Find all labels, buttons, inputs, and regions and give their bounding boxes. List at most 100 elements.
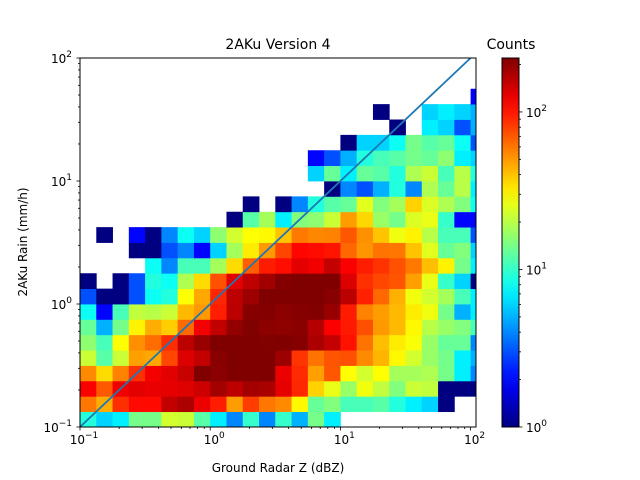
heatmap-cell xyxy=(405,165,423,182)
heatmap-cell xyxy=(438,257,455,274)
heatmap-cell xyxy=(242,242,260,259)
heatmap-cell xyxy=(470,257,476,274)
heatmap-cell xyxy=(96,319,113,336)
heatmap-cell xyxy=(291,242,309,259)
heatmap-cell xyxy=(470,334,476,351)
heatmap-cell xyxy=(470,88,476,105)
heatmap-cell xyxy=(372,211,390,228)
heatmap-cell xyxy=(356,273,374,290)
heatmap-cell xyxy=(210,319,227,336)
heatmap-cell xyxy=(487,196,504,212)
heatmap-cell xyxy=(177,350,195,366)
heatmap-cell xyxy=(145,319,162,336)
heatmap-cell xyxy=(275,411,292,427)
heatmap-cell xyxy=(210,396,227,413)
heatmap-cell xyxy=(438,196,455,213)
heatmap-cell xyxy=(112,319,130,336)
heatmap-cell xyxy=(438,134,455,151)
heatmap-cell xyxy=(340,334,358,351)
x-tick-label: 101 xyxy=(334,431,355,447)
heatmap-cell xyxy=(454,181,472,197)
heatmap-cell xyxy=(454,134,472,151)
heatmap-cell xyxy=(487,243,504,259)
heatmap-cell xyxy=(421,319,439,336)
colorbar-tick-label: 102 xyxy=(526,104,547,120)
heatmap-cell xyxy=(291,380,309,397)
x-tick-label: 10−1 xyxy=(70,431,99,447)
heatmap-cell xyxy=(454,350,472,366)
heatmap-cell xyxy=(454,288,472,305)
heatmap-cell xyxy=(324,196,341,213)
heatmap-cell xyxy=(307,211,325,228)
colorbar-label: Counts xyxy=(487,37,536,53)
heatmap-cell xyxy=(80,350,97,366)
heatmap-cell xyxy=(421,227,439,243)
heatmap-cell xyxy=(96,334,113,351)
heatmap-cell xyxy=(307,350,325,366)
heatmap-cell xyxy=(405,334,423,351)
heatmap-cell xyxy=(372,319,390,336)
heatmap-cell xyxy=(307,365,325,382)
heatmap-cell xyxy=(193,334,211,351)
heatmap-cell xyxy=(438,227,455,243)
heatmap-cell xyxy=(324,257,341,274)
heatmap-cell xyxy=(226,211,244,228)
heatmap-cell xyxy=(307,150,325,167)
heatmap-cell xyxy=(487,335,504,351)
heatmap-cell xyxy=(177,304,195,320)
heatmap-cell xyxy=(275,288,292,305)
heatmap-cell xyxy=(421,134,439,151)
heatmap-cell xyxy=(356,196,374,213)
heatmap-cell xyxy=(405,196,423,213)
heatmap-cell xyxy=(405,242,423,259)
x-tick-label: 102 xyxy=(464,431,485,447)
heatmap-cell xyxy=(438,365,455,382)
heatmap-cell xyxy=(193,227,211,243)
heatmap-cell xyxy=(275,365,292,382)
heatmap-cell xyxy=(487,212,504,228)
heatmap-cell xyxy=(405,257,423,274)
heatmap-cell xyxy=(177,396,195,413)
heatmap-cell xyxy=(372,334,390,351)
heatmap-cell xyxy=(307,227,325,243)
heatmap-cell xyxy=(226,411,244,427)
heatmap-cell xyxy=(356,380,374,397)
heatmap-cell xyxy=(454,365,472,382)
heatmap-cell xyxy=(421,211,439,228)
heatmap-cell xyxy=(421,165,439,182)
y-tick-label: 100 xyxy=(51,296,72,312)
heatmap-cell xyxy=(242,288,260,305)
heatmap-cell xyxy=(128,304,146,320)
heatmap-cell xyxy=(275,196,292,213)
heatmap-cell xyxy=(259,396,276,413)
heatmap-cell xyxy=(421,365,439,382)
heatmap-cell xyxy=(324,227,341,243)
colorbar-gradient xyxy=(501,57,520,428)
heatmap-cell xyxy=(356,304,374,320)
heatmap-cell xyxy=(259,227,276,243)
heatmap-cell xyxy=(226,242,244,259)
heatmap-cell xyxy=(145,396,162,413)
heatmap-cell xyxy=(226,380,244,397)
heatmap-cell xyxy=(389,165,406,182)
heatmap-cell xyxy=(128,334,146,351)
heatmap-cell xyxy=(372,242,390,259)
heatmap-cell xyxy=(389,150,406,167)
heatmap-cell xyxy=(454,304,472,320)
heatmap-cell xyxy=(372,196,390,213)
heatmap-cell xyxy=(389,334,406,351)
heatmap-cell xyxy=(372,304,390,320)
heatmap-cell xyxy=(454,319,472,336)
heatmap-cell xyxy=(242,227,260,243)
heatmap-cell xyxy=(242,304,260,320)
heatmap-cell xyxy=(372,380,390,397)
heatmap-cell xyxy=(438,150,455,167)
heatmap-cell xyxy=(275,396,292,413)
heatmap-cell xyxy=(356,242,374,259)
heatmap-cell xyxy=(340,257,358,274)
heatmap-cell xyxy=(112,288,130,305)
heatmap-cell xyxy=(259,365,276,382)
heatmap-cell xyxy=(324,165,341,182)
heatmap-cell xyxy=(145,288,162,305)
heatmap-cell xyxy=(291,365,309,382)
